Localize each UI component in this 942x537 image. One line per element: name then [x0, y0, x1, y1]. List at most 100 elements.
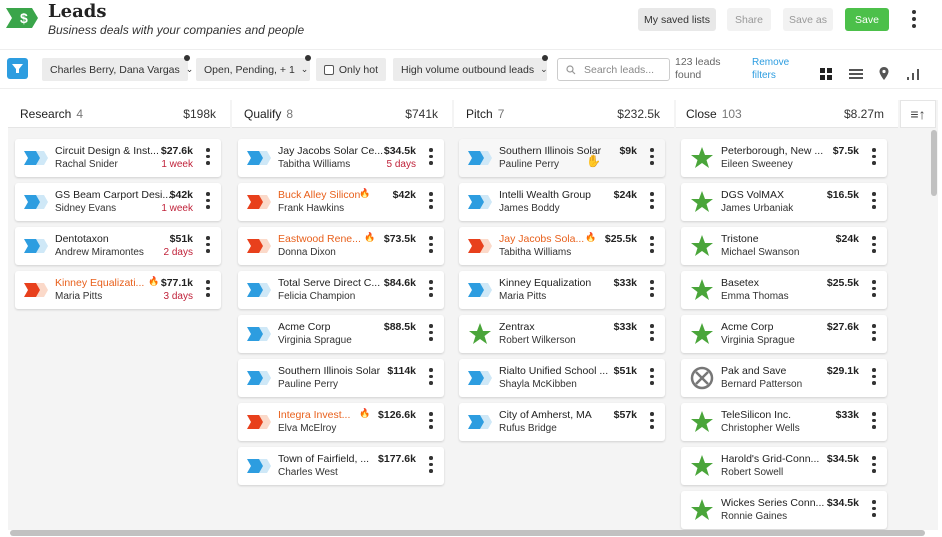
lead-name[interactable]: Integra Invest...: [278, 409, 351, 421]
map-view-icon[interactable]: [876, 66, 892, 82]
lead-card[interactable]: Dentotaxon $51k Andrew Miramontes 2 days: [15, 227, 221, 265]
lead-card[interactable]: Acme Corp $88.5k Virginia Sprague: [238, 315, 444, 353]
card-menu-icon[interactable]: [871, 412, 877, 432]
lead-name[interactable]: Peterborough, New ...: [721, 145, 824, 157]
lead-name[interactable]: Town of Fairfield, ...: [278, 453, 370, 465]
card-menu-icon[interactable]: [428, 236, 434, 256]
lead-card[interactable]: Intelli Wealth Group $24k James Boddy: [459, 183, 665, 221]
card-menu-icon[interactable]: [871, 280, 877, 300]
lead-name[interactable]: Southern Illinois Solar: [278, 365, 381, 377]
lead-card[interactable]: GS Beam Carport Desi... $42k Sidney Evans 1…: [15, 183, 221, 221]
lead-card[interactable]: Zentrax $33k Robert Wilkerson: [459, 315, 665, 353]
lead-name[interactable]: Total Serve Direct C...: [278, 277, 381, 289]
lead-name[interactable]: Pak and Save: [721, 365, 787, 377]
lead-card[interactable]: Acme Corp $27.6k Virginia Sprague: [681, 315, 887, 353]
card-menu-icon[interactable]: [205, 236, 211, 256]
lead-card[interactable]: Town of Fairfield, ... $177.6k Charles Wes…: [238, 447, 444, 485]
lead-name[interactable]: Rialto Unified School ...: [499, 365, 609, 377]
lead-card[interactable]: Total Serve Direct C... $84.6k Felicia Cha…: [238, 271, 444, 309]
lead-name[interactable]: GS Beam Carport Desi...: [55, 189, 172, 201]
lead-name[interactable]: Dentotaxon: [55, 233, 109, 245]
lead-card[interactable]: Circuit Design & Inst... $27.6k Rachal Sni…: [15, 139, 221, 177]
card-menu-icon[interactable]: [428, 412, 434, 432]
card-menu-icon[interactable]: [649, 324, 655, 344]
card-menu-icon[interactable]: [871, 148, 877, 168]
card-menu-icon[interactable]: [205, 148, 211, 168]
lead-name[interactable]: Eastwood Rene...: [278, 233, 361, 245]
card-menu-icon[interactable]: [649, 236, 655, 256]
lead-name[interactable]: Acme Corp: [721, 321, 774, 333]
card-menu-icon[interactable]: [205, 192, 211, 212]
only-hot-checkbox[interactable]: Only hot: [316, 58, 386, 81]
grid-view-icon[interactable]: [818, 66, 834, 82]
card-menu-icon[interactable]: [871, 500, 877, 520]
lead-card[interactable]: City of Amherst, MA $57k Rufus Bridge: [459, 403, 665, 441]
card-menu-icon[interactable]: [871, 192, 877, 212]
card-menu-icon[interactable]: [428, 148, 434, 168]
lead-card[interactable]: Tristone $24k Michael Swanson: [681, 227, 887, 265]
checkbox-icon[interactable]: [324, 64, 334, 75]
horizontal-scrollbar[interactable]: [10, 530, 925, 536]
card-menu-icon[interactable]: [205, 280, 211, 300]
chart-view-icon[interactable]: [905, 66, 921, 82]
card-menu-icon[interactable]: [871, 368, 877, 388]
sort-button[interactable]: ≡↑: [900, 100, 936, 128]
card-menu-icon[interactable]: [649, 192, 655, 212]
lead-card[interactable]: Jay Jacobs Sola... 🔥 $25.5k Tabitha William…: [459, 227, 665, 265]
card-menu-icon[interactable]: [428, 192, 434, 212]
lead-card[interactable]: Kinney Equalizati... 🔥 $77.1k Maria Pitts 3 …: [15, 271, 221, 309]
share-button[interactable]: Share: [727, 8, 771, 31]
card-menu-icon[interactable]: [428, 368, 434, 388]
lead-card[interactable]: Pak and Save $29.1k Bernard Patterson: [681, 359, 887, 397]
lead-name[interactable]: Kinney Equalization: [499, 277, 592, 289]
lead-card[interactable]: Buck Alley Silicon 🔥 $42k Frank Hawkins: [238, 183, 444, 221]
lead-name[interactable]: DGS VolMAX: [721, 189, 785, 201]
card-menu-icon[interactable]: [649, 412, 655, 432]
lead-card[interactable]: Southern Illinois Solar $114k Pauline Perr…: [238, 359, 444, 397]
lead-name[interactable]: Buck Alley Silicon: [278, 189, 361, 201]
card-menu-icon[interactable]: [428, 280, 434, 300]
lead-name[interactable]: Southern Illinois Solar: [499, 145, 602, 157]
lead-name[interactable]: Kinney Equalizati...: [55, 277, 145, 289]
lead-name[interactable]: Tristone: [721, 233, 759, 245]
remove-filters-link[interactable]: Remove filters: [752, 57, 790, 81]
lead-name[interactable]: Jay Jacobs Sola...: [499, 233, 585, 245]
lead-name[interactable]: Acme Corp: [278, 321, 331, 333]
card-menu-icon[interactable]: [649, 148, 655, 168]
lead-name[interactable]: Intelli Wealth Group: [499, 189, 592, 201]
lead-card[interactable]: Basetex $25.5k Emma Thomas: [681, 271, 887, 309]
lead-name[interactable]: Harold's Grid-Conn...: [721, 453, 820, 465]
card-menu-icon[interactable]: [871, 236, 877, 256]
lead-card[interactable]: Southern Illinois Solar $9k Pauline Perry: [459, 139, 665, 177]
list-filter-dropdown[interactable]: High volume outbound leads ⌄: [393, 58, 548, 81]
lead-name[interactable]: City of Amherst, MA: [499, 409, 592, 421]
more-options-icon[interactable]: [908, 10, 920, 30]
lead-name[interactable]: Zentrax: [499, 321, 535, 333]
lead-name[interactable]: Jay Jacobs Solar Ce...: [278, 145, 384, 157]
lead-card[interactable]: Jay Jacobs Solar Ce... $34.5k Tabitha Will…: [238, 139, 444, 177]
card-menu-icon[interactable]: [428, 456, 434, 476]
status-filter-dropdown[interactable]: Open, Pending, + 1 ⌄: [196, 58, 310, 81]
card-menu-icon[interactable]: [871, 456, 877, 476]
vertical-scrollbar[interactable]: [930, 130, 938, 525]
card-menu-icon[interactable]: [649, 368, 655, 388]
lead-card[interactable]: Harold's Grid-Conn... $34.5k Robert Sowell: [681, 447, 887, 485]
lead-card[interactable]: Wickes Series Conn... $34.5k Ronnie Gaines: [681, 491, 887, 529]
card-menu-icon[interactable]: [871, 324, 877, 344]
list-view-icon[interactable]: [848, 66, 864, 82]
search-input[interactable]: Search leads...: [557, 58, 670, 81]
lead-card[interactable]: DGS VolMAX $16.5k James Urbaniak: [681, 183, 887, 221]
my-saved-lists-button[interactable]: My saved lists: [638, 8, 716, 31]
lead-name[interactable]: Basetex: [721, 277, 759, 289]
card-menu-icon[interactable]: [649, 280, 655, 300]
lead-card[interactable]: Integra Invest... 🔥 $126.6k Elva McElroy: [238, 403, 444, 441]
save-button[interactable]: Save: [845, 8, 889, 31]
filter-funnel-icon[interactable]: [7, 58, 28, 79]
lead-name[interactable]: Wickes Series Conn...: [721, 497, 825, 509]
lead-card[interactable]: Kinney Equalization $33k Maria Pitts: [459, 271, 665, 309]
save-as-button[interactable]: Save as: [783, 8, 833, 31]
lead-card[interactable]: Rialto Unified School ... $51k Shayla McKi…: [459, 359, 665, 397]
lead-name[interactable]: TeleSilicon Inc.: [721, 409, 792, 421]
owner-filter-dropdown[interactable]: Charles Berry, Dana Vargas ⌄: [42, 58, 193, 81]
lead-card[interactable]: Peterborough, New ... $7.5k Eileen Sweeney: [681, 139, 887, 177]
